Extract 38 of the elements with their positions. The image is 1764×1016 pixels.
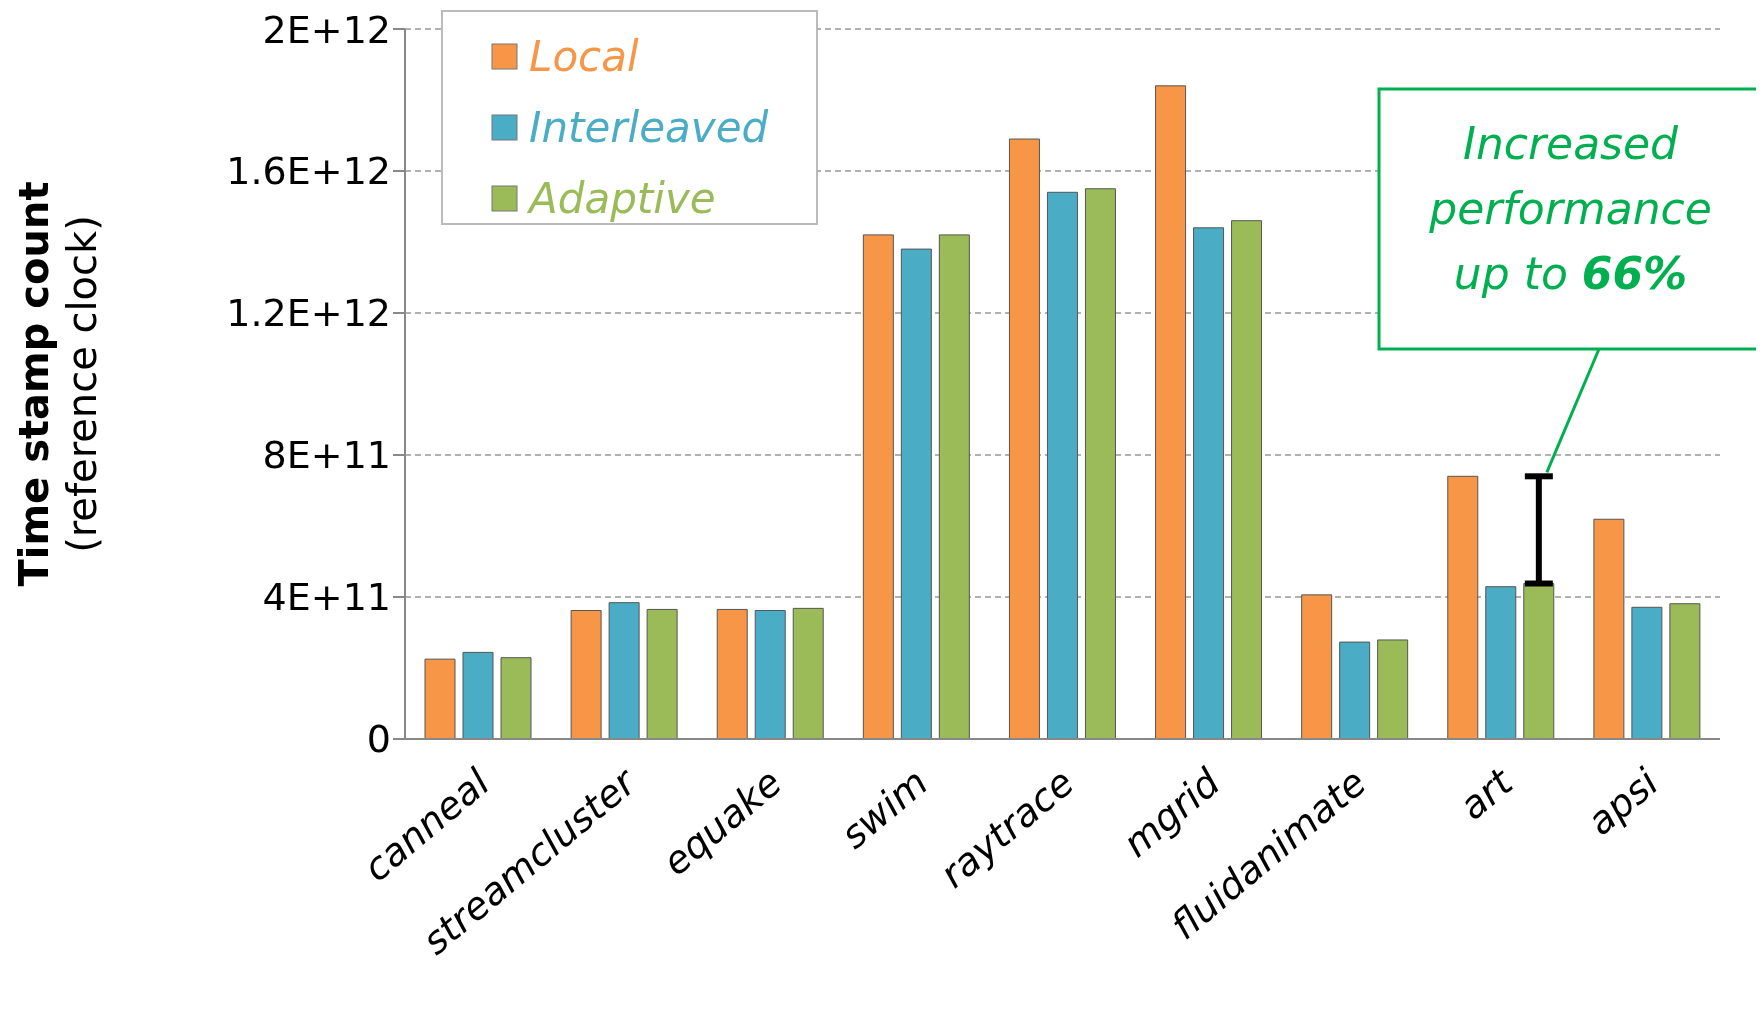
y-tick-label: 1.2E+12 [226,291,391,336]
bar [646,608,678,739]
bar [1485,586,1517,739]
y-tick-label: 8E+11 [262,433,391,478]
bar [1084,188,1116,739]
legend-label: Interleaved [529,103,769,152]
bar [462,651,494,739]
x-tick-label: art [1451,758,1523,829]
bar [716,608,748,739]
annotation: Increased performance up to 66% [1428,118,1712,299]
bar [754,609,786,739]
y-tick-label: 1.6E+12 [226,149,391,194]
bar [1631,606,1663,739]
bar [1155,85,1187,739]
bar [424,658,456,739]
legend-label: Adaptive [526,174,716,223]
y-axis-title: Time stamp count (reference clock) [11,181,105,587]
bar [1339,641,1371,739]
bar [1046,191,1078,739]
bar [500,657,532,739]
bar [1008,138,1040,739]
y-tick-label: 2E+12 [262,7,391,52]
bar [1193,227,1225,739]
bar [570,609,602,739]
y-tick-label: 0 [366,717,391,762]
bar [1669,603,1701,739]
legend-label: Local [529,32,639,81]
bar [1231,220,1263,739]
bar [1377,639,1409,739]
bar [1447,475,1479,739]
bar [608,602,640,739]
bar [938,234,970,739]
bar [1593,518,1625,739]
bar [1301,594,1333,739]
bar [900,248,932,739]
y-tick-label: 4E+11 [262,575,391,620]
bar [792,607,824,739]
bar [862,234,894,739]
